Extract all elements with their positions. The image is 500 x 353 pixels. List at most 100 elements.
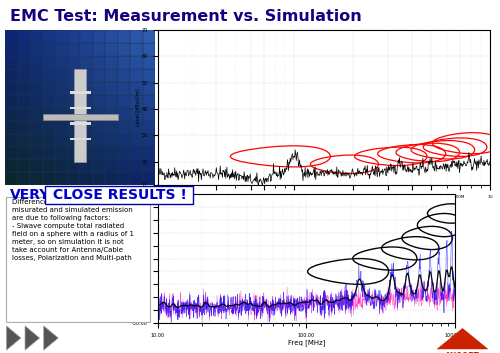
Bar	[130, 146, 142, 160]
Bar	[118, 121, 130, 133]
Bar	[18, 30, 30, 43]
Bar	[55, 82, 68, 95]
Bar	[80, 108, 92, 121]
Bar	[18, 133, 30, 146]
Bar	[130, 160, 142, 172]
Bar	[105, 133, 118, 146]
Bar	[18, 69, 30, 82]
Bar	[74, 69, 86, 162]
Bar	[142, 69, 155, 82]
Bar	[68, 95, 80, 108]
Bar	[105, 69, 118, 82]
Bar	[55, 133, 68, 146]
Bar	[30, 82, 42, 95]
Bar	[105, 30, 118, 43]
Bar	[80, 95, 92, 108]
Bar	[42, 108, 55, 121]
Bar	[18, 82, 30, 95]
Bar	[142, 95, 155, 108]
Bar	[80, 172, 92, 185]
Bar	[42, 43, 55, 56]
Bar	[42, 114, 117, 120]
Bar	[55, 146, 68, 160]
Bar	[130, 108, 142, 121]
Bar	[42, 172, 55, 185]
Bar	[42, 69, 55, 82]
Bar	[5, 82, 18, 95]
Bar	[55, 95, 68, 108]
Bar	[92, 146, 105, 160]
Bar	[30, 146, 42, 160]
Bar	[42, 82, 55, 95]
Bar	[55, 56, 68, 69]
Bar	[18, 172, 30, 185]
Bar	[92, 121, 105, 133]
Bar	[142, 108, 155, 121]
Bar	[80, 133, 92, 146]
Bar	[105, 56, 118, 69]
Bar	[55, 172, 68, 185]
Bar	[118, 108, 130, 121]
Bar	[105, 146, 118, 160]
Bar	[5, 69, 18, 82]
Bar	[55, 121, 68, 133]
Bar	[92, 43, 105, 56]
FancyBboxPatch shape	[6, 197, 150, 322]
Bar	[42, 121, 55, 133]
Bar	[118, 43, 130, 56]
Bar	[130, 121, 142, 133]
Bar	[70, 122, 90, 125]
Bar	[30, 108, 42, 121]
Bar	[105, 160, 118, 172]
Bar	[142, 172, 155, 185]
Bar	[142, 160, 155, 172]
Bar	[30, 172, 42, 185]
Text: EMC Test: Measurement vs. Simulation: EMC Test: Measurement vs. Simulation	[10, 9, 362, 24]
Bar	[142, 56, 155, 69]
Bar	[30, 69, 42, 82]
Bar	[5, 30, 18, 43]
Bar	[80, 82, 92, 95]
Bar	[5, 146, 18, 160]
Text: ANSOFT: ANSOFT	[445, 352, 480, 353]
Bar	[68, 108, 80, 121]
Bar	[18, 121, 30, 133]
Bar	[70, 107, 90, 109]
Bar	[70, 91, 90, 94]
Bar	[5, 133, 18, 146]
Text: Differences on amplitude between
misurated and simulated emission
are due to fol: Differences on amplitude between misurat…	[12, 199, 134, 261]
Bar	[30, 121, 42, 133]
Bar	[55, 43, 68, 56]
Bar	[130, 69, 142, 82]
Bar	[142, 146, 155, 160]
Bar	[30, 95, 42, 108]
Bar	[80, 160, 92, 172]
Bar	[5, 172, 18, 185]
Bar	[68, 82, 80, 95]
Bar	[80, 69, 92, 82]
Bar	[130, 56, 142, 69]
Bar	[68, 121, 80, 133]
Bar	[55, 69, 68, 82]
Bar	[80, 30, 92, 43]
Bar	[118, 95, 130, 108]
Bar	[42, 95, 55, 108]
Bar	[142, 121, 155, 133]
Bar	[5, 160, 18, 172]
Bar	[18, 43, 30, 56]
Bar	[5, 108, 18, 121]
Bar	[118, 56, 130, 69]
Bar	[68, 133, 80, 146]
Bar	[55, 160, 68, 172]
Bar	[5, 121, 18, 133]
Bar	[5, 95, 18, 108]
Bar	[42, 30, 55, 43]
Bar	[130, 82, 142, 95]
Bar	[68, 172, 80, 185]
Bar	[105, 82, 118, 95]
Bar	[142, 133, 155, 146]
Bar	[105, 108, 118, 121]
Bar	[68, 146, 80, 160]
Bar	[80, 43, 92, 56]
Bar	[80, 121, 92, 133]
